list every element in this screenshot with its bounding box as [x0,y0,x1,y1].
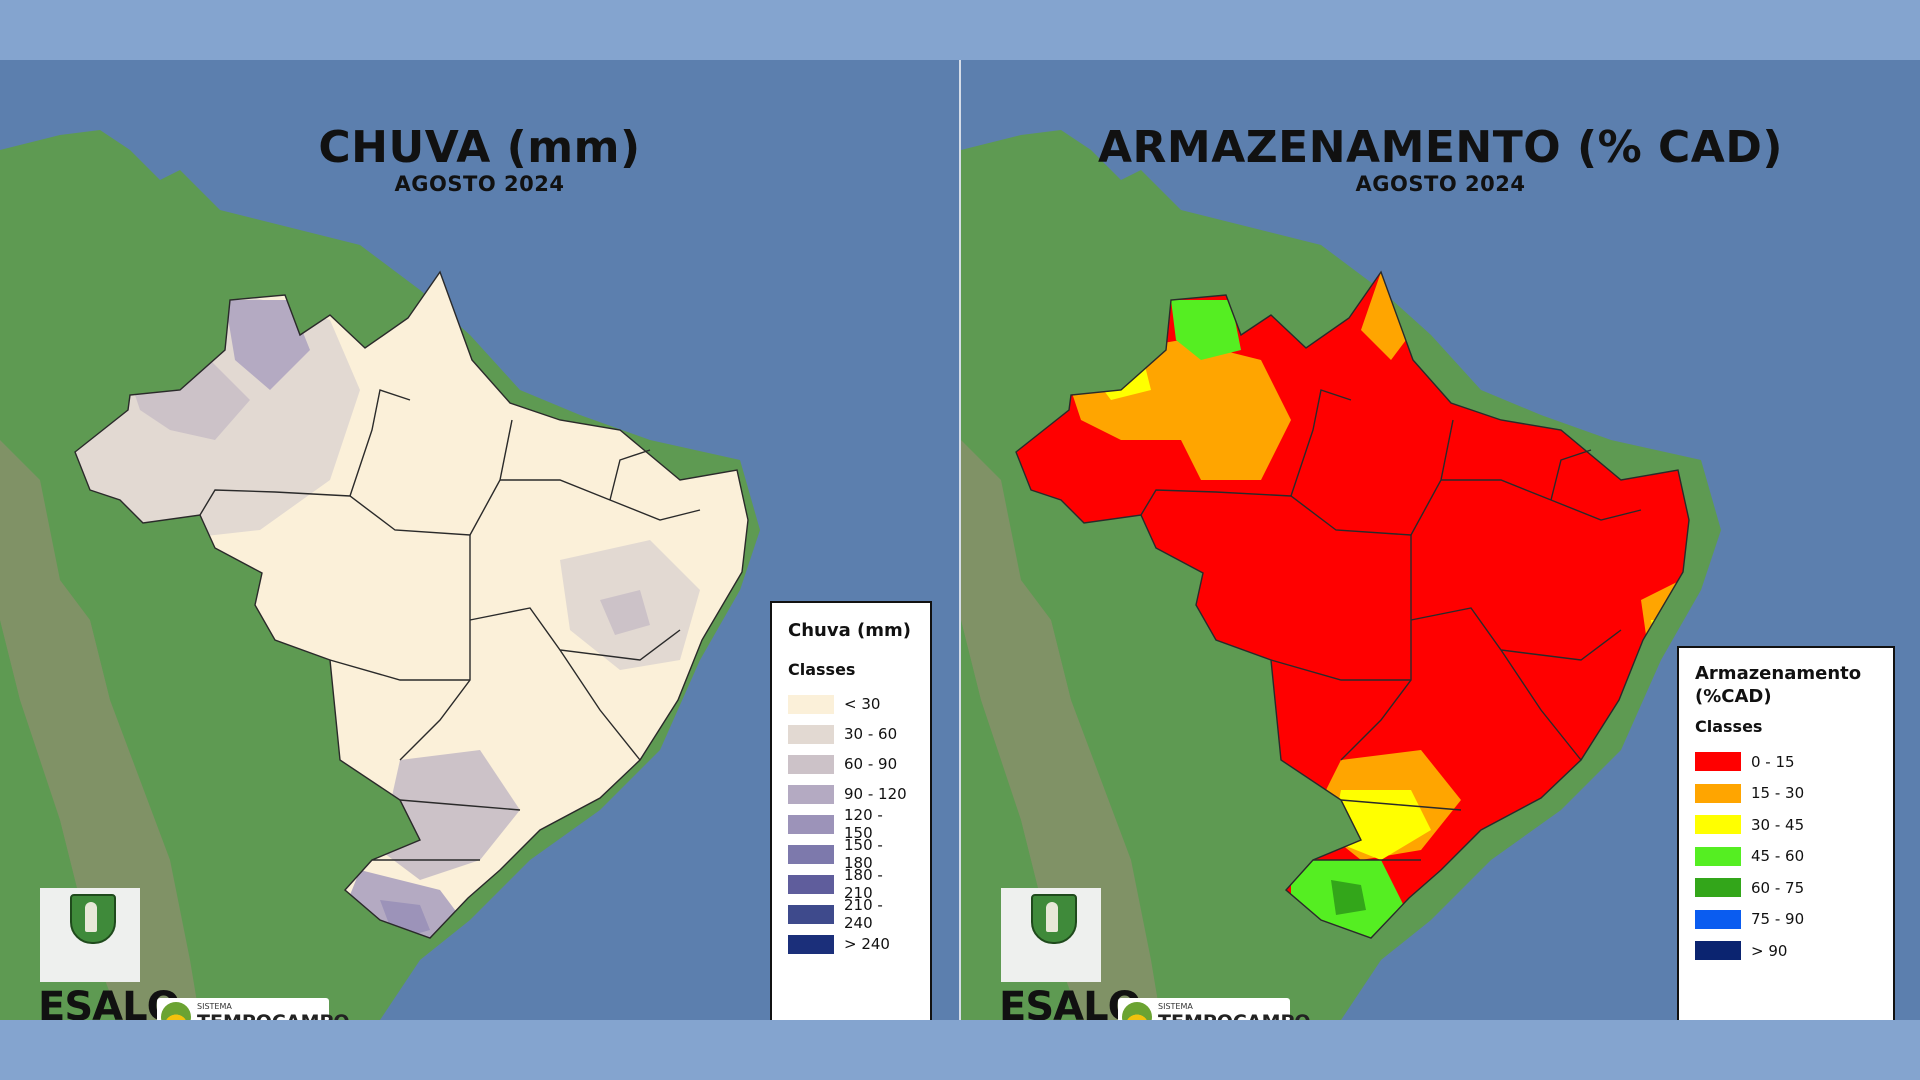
legend-label: > 240 [844,935,890,954]
rain-map-subtitle: AGOSTO 2024 [394,172,565,196]
tempocampo-logo: SISTEMA TEMPOCAMPO [1118,998,1311,1020]
legend-swatch [1695,783,1741,803]
rain-map-panel: CHUVA (mm) AGOSTO 2024 Chuva (mm) Classe… [0,60,959,1020]
tempocampo-logo-text: TEMPOCAMPO [1158,1011,1311,1020]
legend-label: 30 - 60 [844,725,898,744]
rain-map-title: CHUVA (mm) [318,122,641,173]
legend-swatch [788,724,834,744]
brazil-storage-fill [1015,270,1690,939]
rain-legend-classes: < 30 30 - 60 60 - 90 90 - 120 120 - 150 … [788,689,914,959]
legend-label: 90 - 120 [844,785,907,804]
legend-label: 180 - 210 [844,866,883,903]
legend-label: 60 - 75 [1751,878,1805,897]
legend-swatch [788,934,834,954]
sun-field-icon [161,1002,191,1020]
legend-label: 150 - 180 [844,836,883,873]
legend-swatch [788,874,834,894]
legend-item: 210 - 240 [788,896,914,933]
esalq-logo: ESALQ [999,888,1142,1020]
legend-item: 30 - 45 [1695,809,1877,841]
shield-icon [1031,894,1077,944]
esalq-logo-box [40,888,140,982]
legend-label: > 90 [1751,941,1788,960]
legend-item: 45 - 60 [1695,840,1877,872]
legend-label: < 30 [844,695,881,714]
legend-swatch [788,844,834,864]
tempocampo-logo-text: TEMPOCAMPO [197,1011,350,1020]
legend-label: 30 - 45 [1751,815,1805,834]
legend-item: 60 - 75 [1695,872,1877,904]
rain-legend-subtitle: Classes [788,660,856,680]
storage-legend: Armazenamento (%CAD) Classes 0 - 15 15 -… [1677,646,1895,1020]
legend-swatch [1695,909,1741,929]
legend-item: > 240 [788,929,914,959]
statue-icon [1046,902,1058,932]
legend-item: 15 - 30 [1695,777,1877,809]
legend-item: 180 - 210 [788,866,914,903]
storage-map-title: ARMAZENAMENTO (% CAD) [1097,122,1783,173]
statue-icon [85,902,97,932]
legend-item: 60 - 90 [788,749,914,779]
legend-swatch [1695,941,1741,961]
esalq-logo-box [1001,888,1101,982]
brazil-rain-fill [74,270,749,939]
tempocampo-logo-small: SISTEMA [197,1002,232,1011]
legend-swatch [1695,846,1741,866]
legend-item: 150 - 180 [788,836,914,873]
legend-swatch [788,904,834,924]
esalq-logo-text: ESALQ [999,984,1142,1020]
legend-label: 45 - 60 [1751,847,1805,866]
legend-label: 210 - 240 [844,896,883,933]
storage-legend-title: Armazenamento (%CAD) [1695,663,1862,708]
legend-swatch [788,754,834,774]
sun-field-icon [1122,1002,1152,1020]
legend-swatch [788,784,834,804]
andes-relief [0,440,200,1020]
storage-legend-classes: 0 - 15 15 - 30 30 - 45 45 - 60 60 - 75 7… [1695,746,1877,967]
legend-label: 0 - 15 [1751,752,1795,771]
legend-swatch [788,814,834,834]
storage-legend-subtitle: Classes [1695,716,1763,736]
legend-swatch [1695,815,1741,835]
rain-legend: Chuva (mm) Classes < 30 30 - 60 60 - 90 … [770,601,932,1020]
legend-label: 120 - 150 [844,806,883,843]
legend-swatch [1695,878,1741,898]
tempocampo-logo: SISTEMA TEMPOCAMPO [157,998,350,1020]
storage-map-subtitle: AGOSTO 2024 [1355,172,1526,196]
legend-item: 0 - 15 [1695,746,1877,778]
storage-map [961,60,1920,1020]
legend-item: 75 - 90 [1695,903,1877,935]
legend-item: > 90 [1695,935,1877,967]
legend-item: < 30 [788,689,914,719]
legend-item: 30 - 60 [788,719,914,749]
esalq-logo: ESALQ [38,888,181,1020]
legend-label: 75 - 90 [1751,910,1805,929]
legend-item: 120 - 150 [788,806,914,843]
storage-map-panel: ARMAZENAMENTO (% CAD) AGOSTO 2024 Armaze… [961,60,1920,1020]
esalq-logo-text: ESALQ [38,984,181,1020]
panel-divider [959,60,961,1020]
andes-relief [961,440,1161,1020]
legend-swatch [1695,752,1741,772]
legend-label: 60 - 90 [844,755,898,774]
rain-legend-title: Chuva (mm) [788,620,911,641]
legend-swatch [788,694,834,714]
rain-map [0,60,959,1020]
tempocampo-logo-small: SISTEMA [1158,1002,1193,1011]
legend-label: 15 - 30 [1751,784,1805,803]
legend-item: 90 - 120 [788,779,914,809]
